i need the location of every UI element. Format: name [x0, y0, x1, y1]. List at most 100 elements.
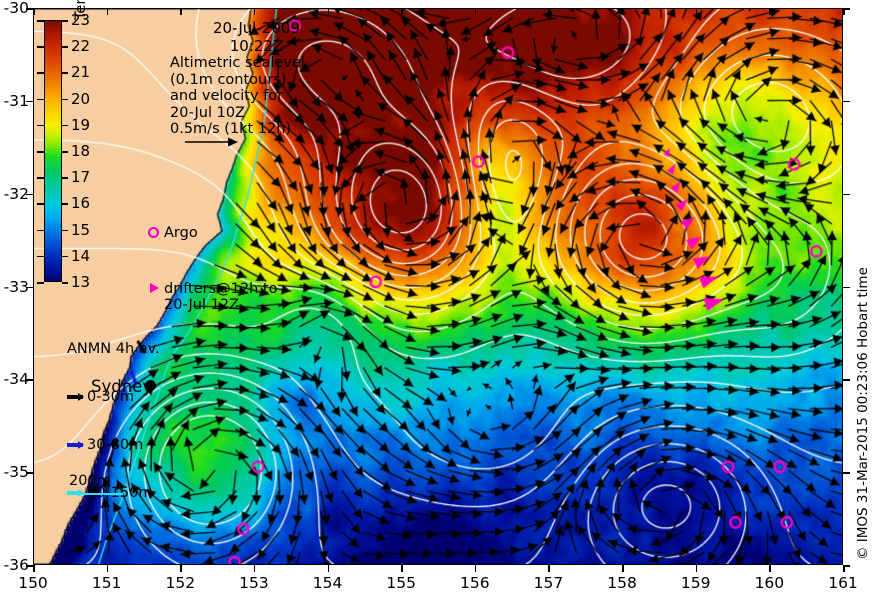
x-axis-label: 154: [312, 574, 343, 592]
legend-drifter-row: drifters@12h to 20-Jul 12Z: [142, 281, 277, 314]
y-axis-tick: [26, 379, 33, 381]
y-axis-tick: [26, 565, 33, 567]
anmn-entry-30-80m: 30-80m: [67, 437, 160, 453]
x-axis-tick: [695, 565, 698, 572]
x-axis-label: 159: [680, 574, 711, 592]
x-axis-tick: [253, 8, 256, 15]
y-axis-tick: [843, 379, 850, 381]
colorbar-tick: [62, 124, 68, 127]
x-axis-label: 161: [828, 574, 858, 592]
y-axis-tick: [843, 100, 850, 103]
y-axis-label: -36: [3, 556, 29, 574]
y-axis-tick: [843, 193, 850, 196]
colorbar-tick-label: 16: [71, 194, 91, 213]
y-axis-label: -31: [3, 91, 29, 110]
x-axis-tick: [106, 565, 109, 572]
colorbar-tick: [37, 229, 44, 232]
colorbar-tick: [37, 282, 44, 284]
colorbar-tick-label: 15: [71, 220, 91, 239]
y-axis-tick: [843, 286, 850, 288]
colorbar-tick-label: 22: [71, 37, 91, 56]
y-axis-label: -35: [3, 463, 29, 482]
colorbar-tick: [37, 124, 44, 127]
colorbar-tick: [62, 282, 68, 284]
x-axis-tick: [33, 565, 35, 572]
x-axis-tick: [843, 8, 845, 15]
x-axis-tick: [695, 8, 698, 15]
x-axis-tick: [401, 565, 403, 572]
colorbar-tick: [62, 98, 68, 101]
y-axis-tick: [26, 472, 33, 474]
colorbar-tick-label: 21: [71, 63, 91, 82]
y-axis-tick: [843, 565, 850, 567]
x-axis-tick: [474, 8, 477, 15]
contours-and-vectors-canvas: [34, 9, 842, 564]
x-axis-tick: [253, 565, 256, 572]
colorbar-tick-label: 18: [71, 142, 91, 160]
x-axis-tick: [474, 565, 477, 572]
y-axis-tick: [26, 100, 33, 103]
x-axis-tick: [843, 565, 845, 572]
colorbar-tick: [62, 229, 68, 232]
legend-drifter-label: drifters@12h to 20-Jul 12Z: [164, 280, 278, 314]
x-axis-tick: [622, 8, 624, 15]
x-axis-tick: [327, 565, 330, 572]
colorbar-tick: [62, 151, 68, 153]
map-description-text: Altimetric sealevel (0.1m contours) and …: [170, 55, 305, 137]
marker-legend: Argo drifters@12h to 20-Jul 12Z: [142, 192, 277, 347]
anmn-swatch-0-30m: [67, 392, 84, 401]
colorbar-tick: [37, 20, 44, 22]
y-axis-label: -33: [3, 277, 29, 296]
x-axis-tick: [106, 8, 109, 15]
velocity-scale-arrow-icon: [185, 137, 238, 147]
x-axis-tick: [327, 8, 330, 15]
x-axis-label: 153: [239, 574, 269, 592]
argo-circle-icon: [142, 225, 164, 238]
colorbar-tick-label: 17: [71, 168, 91, 187]
y-axis-label: -32: [3, 184, 29, 203]
drifter-arrow-icon: [142, 281, 164, 293]
colorbar-tick: [62, 72, 68, 74]
colorbar-tick: [37, 72, 44, 74]
copyright-notice: © IMOS 31-Mar-2015 00:23:06 Hobart time: [855, 267, 871, 560]
x-axis-tick: [548, 8, 550, 15]
colorbar-tick: [37, 177, 44, 179]
x-axis-label: 157: [533, 574, 564, 592]
x-axis-tick: [769, 565, 771, 572]
y-axis-label: -34: [3, 370, 29, 389]
map-date-title: 20-Jul-2009 10:22Z: [212, 19, 301, 55]
map-plot-area[interactable]: 20-Jul-2009 10:22Z Altimetric sealevel (…: [33, 8, 843, 565]
anmn-swatch-30-80m: [67, 440, 84, 449]
anmn-entry-0-30m: 0-30m: [67, 389, 160, 405]
x-axis-label: 150: [18, 574, 48, 592]
x-axis-tick: [769, 8, 771, 15]
y-axis-tick: [26, 193, 33, 196]
colorbar-tick-label: 20: [71, 89, 91, 108]
isobath-legend-line: [69, 493, 123, 495]
colorbar-tick: [37, 151, 44, 153]
y-axis-tick: [843, 8, 850, 10]
legend-argo-row: Argo: [142, 225, 277, 242]
colorbar-tick: [62, 177, 68, 179]
colorbar-tick: [37, 203, 44, 205]
y-axis-tick: [843, 472, 850, 474]
x-axis-tick: [622, 565, 624, 572]
colorbar-tick: [62, 46, 68, 48]
anmn-label-30-80m: 30-80m: [87, 437, 144, 453]
x-axis-label: 155: [386, 574, 416, 592]
colorbar-tick-label: 14: [71, 246, 91, 265]
city-label-sydney: Sydney: [91, 377, 153, 396]
colorbar-tick: [62, 20, 68, 22]
x-axis-tick: [548, 565, 550, 572]
isobath-legend-label: 200m: [69, 473, 111, 489]
y-axis-tick: [26, 8, 33, 10]
colorbar-tick: [37, 98, 44, 101]
x-axis-label: 152: [165, 574, 196, 592]
x-axis-label: 160: [754, 574, 785, 592]
y-axis-tick: [26, 286, 33, 288]
colorbar-tick: [62, 255, 68, 258]
colorbar-gradient: [44, 20, 62, 282]
colorbar-tick: [37, 46, 44, 48]
anmn-label-0-30m: 0-30m: [87, 389, 135, 405]
